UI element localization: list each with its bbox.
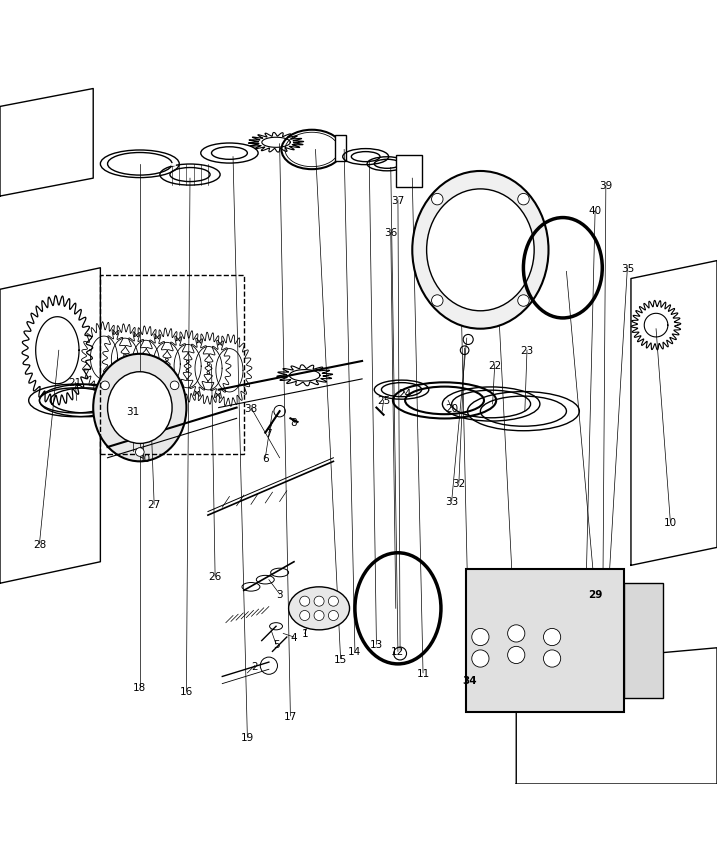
- Circle shape: [508, 647, 525, 664]
- Circle shape: [432, 194, 443, 205]
- Circle shape: [460, 347, 469, 355]
- Text: 21: 21: [69, 378, 82, 388]
- Text: 37: 37: [391, 195, 404, 205]
- Text: 22: 22: [488, 360, 501, 370]
- Circle shape: [260, 658, 277, 675]
- Text: 23: 23: [521, 346, 533, 356]
- Text: 8: 8: [290, 417, 298, 428]
- Bar: [624, 584, 663, 698]
- Text: 40: 40: [589, 206, 602, 216]
- Text: 17: 17: [284, 711, 297, 721]
- Circle shape: [518, 296, 529, 307]
- Text: 29: 29: [588, 590, 602, 599]
- Text: 25: 25: [377, 396, 390, 406]
- Circle shape: [314, 611, 324, 621]
- Circle shape: [328, 611, 338, 621]
- Circle shape: [328, 596, 338, 607]
- Text: 30: 30: [137, 453, 150, 463]
- Ellipse shape: [412, 172, 549, 330]
- Text: 26: 26: [209, 572, 222, 581]
- Circle shape: [508, 625, 525, 642]
- Circle shape: [101, 382, 110, 390]
- Bar: [396, 156, 422, 187]
- Text: 36: 36: [384, 227, 397, 238]
- Text: 1: 1: [301, 629, 308, 639]
- Text: 7: 7: [265, 429, 272, 438]
- Circle shape: [472, 650, 489, 667]
- Ellipse shape: [427, 190, 534, 312]
- Text: 24: 24: [399, 389, 412, 399]
- Text: 6: 6: [262, 453, 269, 463]
- Text: 3: 3: [276, 590, 283, 599]
- Polygon shape: [0, 89, 93, 197]
- Circle shape: [543, 650, 561, 667]
- Ellipse shape: [271, 568, 288, 577]
- Polygon shape: [516, 648, 717, 784]
- Circle shape: [472, 629, 489, 646]
- Text: 34: 34: [462, 676, 477, 685]
- Text: 35: 35: [621, 263, 634, 273]
- Bar: [100, 275, 244, 455]
- Circle shape: [394, 648, 407, 660]
- Text: 2: 2: [251, 661, 258, 671]
- Text: 39: 39: [599, 181, 612, 191]
- Ellipse shape: [108, 372, 172, 444]
- Circle shape: [543, 629, 561, 646]
- Ellipse shape: [270, 623, 282, 630]
- Circle shape: [314, 596, 324, 607]
- Circle shape: [300, 596, 310, 607]
- Text: 14: 14: [348, 647, 361, 657]
- Text: 4: 4: [290, 632, 298, 642]
- Text: 19: 19: [241, 733, 254, 743]
- Ellipse shape: [257, 576, 274, 584]
- Text: 32: 32: [452, 478, 465, 488]
- Text: 27: 27: [148, 500, 161, 509]
- Text: 13: 13: [370, 640, 383, 649]
- Polygon shape: [0, 268, 100, 584]
- Bar: [335, 136, 346, 162]
- Circle shape: [518, 194, 529, 205]
- Ellipse shape: [242, 583, 260, 591]
- Ellipse shape: [288, 587, 350, 630]
- Circle shape: [300, 611, 310, 621]
- Text: 15: 15: [334, 653, 347, 664]
- Text: 33: 33: [445, 496, 458, 506]
- Bar: [466, 569, 624, 712]
- Circle shape: [432, 296, 443, 307]
- Circle shape: [574, 652, 588, 666]
- Circle shape: [136, 448, 144, 457]
- Text: 16: 16: [180, 686, 193, 696]
- Polygon shape: [631, 262, 717, 566]
- Circle shape: [274, 406, 285, 417]
- Text: 31: 31: [126, 406, 139, 417]
- Text: 12: 12: [391, 647, 404, 657]
- Text: 5: 5: [272, 640, 280, 649]
- Text: 20: 20: [445, 403, 458, 413]
- Text: 9: 9: [513, 653, 520, 664]
- Ellipse shape: [93, 354, 186, 462]
- Text: 11: 11: [417, 668, 429, 678]
- Text: 28: 28: [33, 539, 46, 550]
- Text: 18: 18: [133, 682, 146, 693]
- Circle shape: [170, 382, 179, 390]
- Text: 10: 10: [664, 518, 677, 527]
- Text: 38: 38: [244, 403, 257, 413]
- Circle shape: [463, 335, 473, 345]
